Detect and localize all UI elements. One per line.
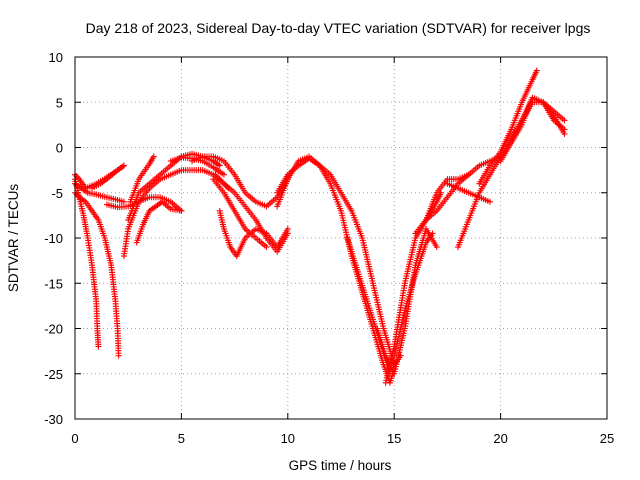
series-arc15 (212, 171, 291, 255)
x-tick-label: 10 (281, 431, 295, 446)
data-point (533, 67, 540, 74)
data-point (561, 117, 568, 124)
axis-ticks: 0 5 10 15 20 25 10 5 0 -5 -10 -15 -20 -25 -30 (44, 50, 614, 446)
data-point (433, 244, 440, 251)
data-point (561, 126, 568, 133)
data-point (284, 230, 291, 237)
y-tick-label: -20 (44, 322, 63, 337)
x-tick-label: 25 (600, 431, 614, 446)
series-arc17 (274, 155, 404, 368)
series-arc7 (125, 150, 223, 223)
data-points (72, 67, 568, 386)
data-point (263, 244, 270, 251)
y-tick-label: -10 (44, 231, 63, 246)
x-tick-label: 5 (178, 431, 185, 446)
y-tick-label: -30 (44, 412, 63, 427)
data-point (120, 162, 127, 169)
series-arc28 (497, 94, 568, 165)
y-axis-label: SDTVAR / TECUs (6, 184, 21, 293)
plot-frame (74, 56, 608, 420)
x-tick-label: 15 (387, 431, 401, 446)
series-arc2 (72, 189, 122, 359)
series-arc9 (103, 194, 185, 214)
y-tick-label: 5 (56, 95, 63, 110)
series-arc5 (89, 162, 127, 192)
series-arc25 (455, 99, 568, 251)
data-point (220, 171, 227, 178)
data-point (115, 352, 122, 359)
data-point (486, 198, 493, 205)
series-arc10 (133, 198, 185, 246)
data-point (73, 173, 80, 180)
series-arc6 (120, 167, 232, 260)
chart-title: Day 218 of 2023, Sidereal Day-to-day VTE… (86, 20, 591, 36)
data-point (216, 162, 223, 169)
y-tick-label: -25 (44, 367, 63, 382)
series-arc20 (374, 225, 440, 377)
data-point (95, 343, 102, 350)
series-arc8 (127, 153, 157, 205)
series-arc26 (476, 67, 540, 187)
y-tick-label: 10 (49, 50, 63, 65)
y-tick-label: 0 (56, 141, 63, 156)
y-tick-label: -15 (44, 276, 63, 291)
series-arc22 (412, 171, 472, 237)
x-axis-label: GPS time / hours (289, 458, 392, 473)
y-tick-label: -5 (51, 186, 63, 201)
data-point (429, 230, 436, 237)
x-tick-label: 20 (493, 431, 507, 446)
series-arc3 (72, 180, 127, 205)
data-point (178, 207, 185, 214)
data-point (150, 153, 157, 160)
x-tick-label: 0 (71, 431, 78, 446)
series-arc21 (391, 230, 436, 359)
series-arc13 (210, 176, 270, 251)
